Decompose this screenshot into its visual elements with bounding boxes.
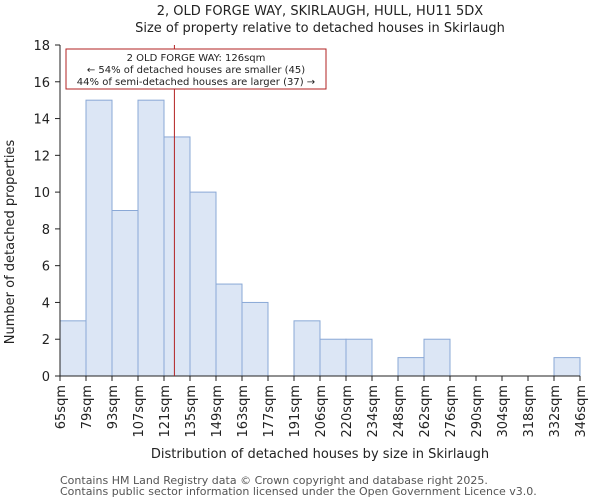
x-tick-label: 262sqm — [418, 385, 433, 438]
y-tick-label: 18 — [33, 39, 50, 54]
x-tick-label: 93sqm — [106, 385, 121, 429]
x-tick-label: 318sqm — [522, 385, 537, 438]
chart-title: 2, OLD FORGE WAY, SKIRLAUGH, HULL, HU11 … — [157, 4, 484, 19]
annotation-line-3: 44% of semi-detached houses are larger (… — [77, 77, 315, 88]
x-tick-label: 107sqm — [132, 385, 147, 438]
footer-line-1: Contains HM Land Registry data © Crown c… — [60, 474, 488, 487]
x-tick-label: 248sqm — [392, 385, 407, 438]
bar-220sqm — [345, 338, 373, 377]
y-tick-label: 4 — [42, 296, 50, 311]
bars-group — [59, 99, 581, 377]
x-tick-label: 220sqm — [340, 385, 355, 438]
x-tick-label: 290sqm — [470, 385, 485, 438]
bar-135sqm — [189, 191, 217, 377]
annotation-line-2: ← 54% of detached houses are smaller (45… — [87, 65, 305, 76]
x-tick-label: 121sqm — [158, 385, 173, 438]
bar-206sqm — [319, 338, 347, 377]
y-ticks-group: 0 2 4 6 8 10 12 14 16 18 — [33, 39, 60, 385]
bar-149sqm — [215, 283, 243, 377]
y-tick-label: 8 — [42, 223, 50, 238]
y-tick-label: 12 — [33, 149, 50, 164]
annotation-box: 2 OLD FORGE WAY: 126sqm ← 54% of detache… — [65, 48, 327, 90]
x-ticks-group: 65sqm 79sqm 93sqm 107sqm 121sqm 135sqm 149sqm 1… — [54, 376, 589, 438]
y-tick-label: 10 — [33, 186, 50, 201]
chart-subtitle: Size of property relative to detached ho… — [135, 21, 505, 36]
annotation-line-1: 2 OLD FORGE WAY: 126sqm — [127, 53, 266, 64]
bar-93sqm — [111, 210, 139, 377]
y-tick-label: 16 — [33, 76, 50, 91]
bar-121sqm — [163, 136, 191, 377]
bar-65sqm — [59, 320, 87, 377]
bar-262sqm — [423, 338, 451, 377]
y-tick-label: 0 — [42, 370, 50, 385]
footer-line-2: Contains public sector information licen… — [60, 485, 537, 498]
x-tick-label: 135sqm — [184, 385, 199, 438]
bar-79sqm — [85, 99, 113, 377]
bar-107sqm — [137, 99, 165, 377]
x-tick-label: 163sqm — [236, 385, 251, 438]
bar-191sqm — [293, 320, 321, 377]
annotation-border — [65, 48, 327, 90]
x-tick-label: 276sqm — [444, 385, 459, 438]
x-tick-label: 79sqm — [80, 385, 95, 429]
x-tick-label: 346sqm — [574, 385, 589, 438]
x-tick-label: 332sqm — [548, 385, 563, 438]
bar-332sqm — [553, 357, 581, 377]
x-tick-label: 304sqm — [496, 385, 511, 438]
y-axis-label: Number of detached properties — [3, 140, 18, 345]
y-tick-label: 6 — [42, 260, 50, 275]
x-tick-label: 177sqm — [262, 385, 277, 438]
x-tick-label: 149sqm — [210, 385, 225, 438]
x-tick-label: 191sqm — [288, 385, 303, 438]
x-axis-label: Distribution of detached houses by size … — [151, 447, 489, 462]
x-tick-label: 206sqm — [314, 385, 329, 438]
y-tick-label: 2 — [42, 333, 50, 348]
bar-163sqm — [241, 301, 269, 377]
x-tick-label: 65sqm — [54, 385, 69, 429]
bar-248sqm — [397, 357, 425, 377]
x-tick-label: 234sqm — [366, 385, 381, 438]
y-tick-label: 14 — [33, 113, 50, 128]
